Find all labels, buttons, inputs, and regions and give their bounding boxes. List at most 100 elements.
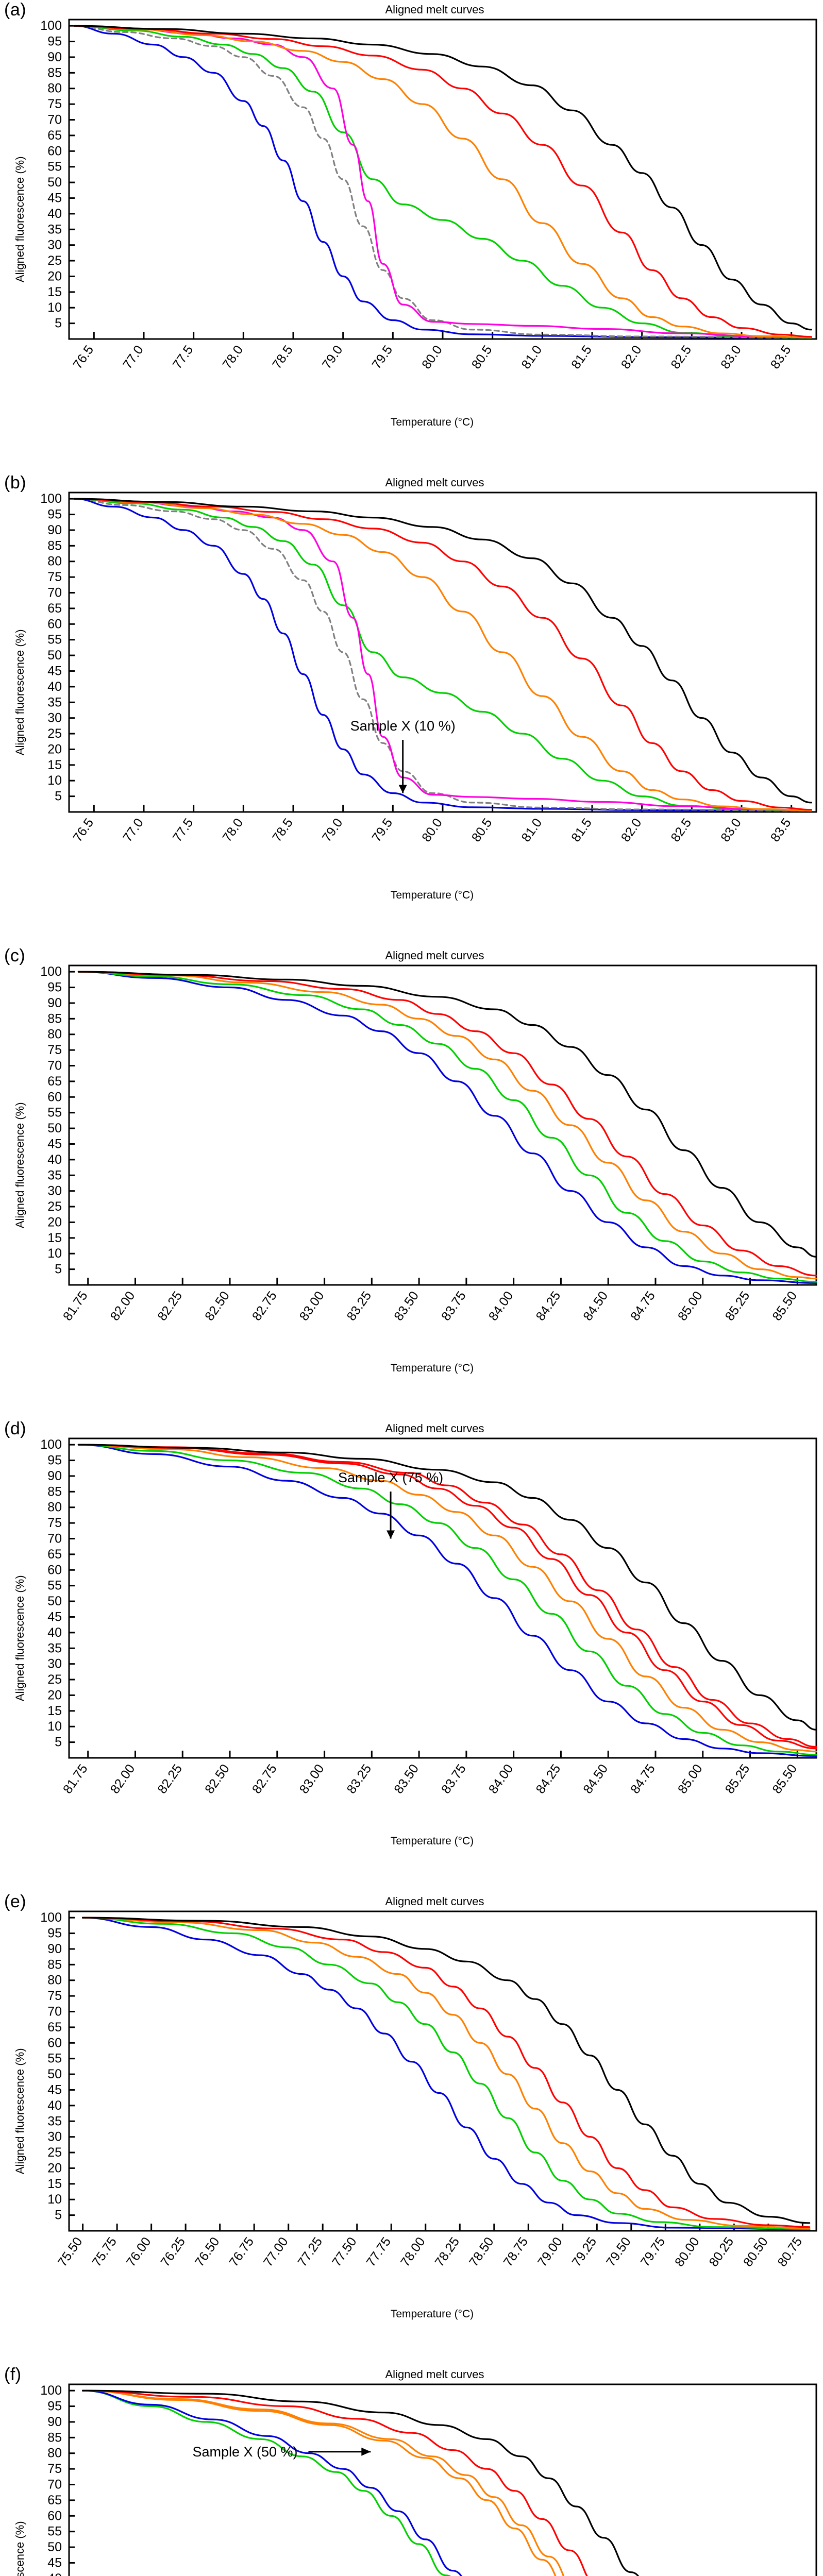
x-tick-label: 80.5 [469, 816, 495, 844]
y-tick-label: 40 [47, 2098, 62, 2113]
axes-frame [68, 19, 817, 340]
x-tick-label: 78.75 [500, 2234, 531, 2269]
y-tick-label: 10 [47, 1246, 62, 1261]
x-tick-label: 78.5 [270, 816, 296, 844]
x-tick-label: 75.75 [89, 2234, 120, 2269]
y-tick-label: 90 [47, 50, 62, 64]
melt-curve-blue [82, 1917, 811, 2230]
x-tick-label: 77.5 [170, 816, 196, 844]
x-tick-label: 80.5 [469, 343, 495, 371]
x-tick-label: 77.0 [120, 816, 146, 844]
x-tick-label: 81.0 [518, 816, 545, 844]
panel-title: Aligned melt curves [385, 1422, 484, 1435]
x-tick-label: 80.75 [775, 2234, 805, 2269]
y-tick-label: 45 [47, 2082, 62, 2097]
x-tick-label: 82.5 [668, 816, 694, 844]
melt-curve-red [77, 1444, 817, 1750]
x-tick-label: 82.25 [155, 1761, 185, 1796]
y-tick-label: 70 [47, 1059, 62, 1073]
y-tick-label: 20 [47, 1215, 62, 1229]
y-tick-label: 100 [40, 1437, 62, 1452]
melt-curve-green [77, 1444, 817, 1756]
melt-curve-blue [73, 498, 812, 812]
annotation-arrow-head [398, 785, 407, 793]
annotation: Sample X (50 %) [192, 2444, 371, 2460]
plot-wrap: 5101520253035404550556065707580859095100… [0, 2365, 823, 2576]
y-tick-label: 10 [47, 300, 62, 315]
x-tick-label: 83.0 [718, 816, 744, 844]
x-tick-label: 82.75 [249, 1761, 280, 1796]
y-tick-label: 95 [47, 2399, 62, 2414]
melt-curve-red [82, 2389, 588, 2576]
melt-curve-red2 [77, 1444, 817, 1748]
y-tick-label: 85 [47, 1484, 62, 1499]
y-tick-label: 15 [47, 758, 62, 772]
x-axis-title: Temperature (°C) [390, 416, 474, 428]
panel-title: Aligned melt curves [385, 949, 484, 962]
y-tick-label: 100 [40, 19, 62, 33]
y-tick-label: 45 [47, 2555, 62, 2570]
y-tick-label: 25 [47, 253, 62, 268]
y-tick-label: 55 [47, 1579, 62, 1593]
melt-curve-blue [77, 971, 817, 1284]
x-tick-label: 77.50 [329, 2234, 360, 2269]
axes-frame [68, 964, 817, 1286]
y-tick-label: 25 [47, 2145, 62, 2160]
x-tick-label: 79.00 [535, 2234, 565, 2269]
y-tick-label: 90 [47, 2415, 62, 2429]
x-tick-label: 83.25 [344, 1761, 374, 1796]
panel-letter: (e) [4, 1892, 27, 1911]
annotation-label: Sample X (10 %) [350, 718, 456, 734]
x-tick-label: 82.50 [202, 1289, 232, 1323]
x-tick-label: 77.25 [295, 2234, 325, 2269]
melt-curve-red [77, 971, 817, 1277]
x-tick-label: 80.00 [672, 2234, 702, 2269]
y-tick-label: 15 [47, 2177, 62, 2191]
axes-frame [68, 2383, 817, 2576]
y-tick-label: 80 [47, 554, 62, 569]
melt-curve-red [73, 25, 812, 338]
panel-title: Aligned melt curves [385, 2368, 484, 2381]
y-tick-label: 95 [47, 1453, 62, 1468]
y-axis-title: Aligned fluorescence (%) [13, 156, 26, 282]
x-tick-label: 77.5 [170, 343, 196, 371]
y-tick-label: 80 [47, 1500, 62, 1515]
y-tick-label: 45 [47, 1609, 62, 1624]
y-tick-label: 90 [47, 1469, 62, 1483]
y-tick-label: 50 [47, 1121, 62, 1136]
x-tick-label: 79.25 [569, 2234, 599, 2269]
y-tick-label: 50 [47, 2067, 62, 2081]
y-tick-label: 85 [47, 1957, 62, 1972]
y-tick-label: 40 [47, 1625, 62, 1640]
series-group [82, 1917, 811, 2230]
y-tick-label: 80 [47, 1973, 62, 1988]
y-tick-label: 15 [47, 1231, 62, 1245]
x-tick-label: 82.50 [202, 1761, 232, 1796]
x-tick-label: 77.00 [261, 2234, 291, 2269]
x-tick-label: 76.5 [70, 343, 96, 371]
panel-letter: (b) [4, 473, 27, 493]
x-tick-label: 77.0 [120, 343, 146, 371]
axes-frame [68, 492, 817, 813]
x-tick-label: 78.5 [270, 343, 296, 371]
y-tick-label: 80 [47, 2446, 62, 2461]
y-tick-label: 10 [47, 773, 62, 788]
y-tick-label: 50 [47, 1594, 62, 1608]
y-tick-label: 90 [47, 1942, 62, 1956]
y-tick-label: 60 [47, 2036, 62, 2050]
y-tick-label: 70 [47, 586, 62, 600]
x-tick-label: 83.00 [297, 1289, 327, 1323]
y-tick-label: 15 [47, 285, 62, 299]
y-tick-label: 90 [47, 523, 62, 537]
melt-curve-green [82, 2389, 451, 2576]
x-axis-title: Temperature (°C) [390, 1835, 474, 1847]
melt-curve-black [73, 25, 812, 331]
y-tick-label: 60 [47, 1563, 62, 1577]
